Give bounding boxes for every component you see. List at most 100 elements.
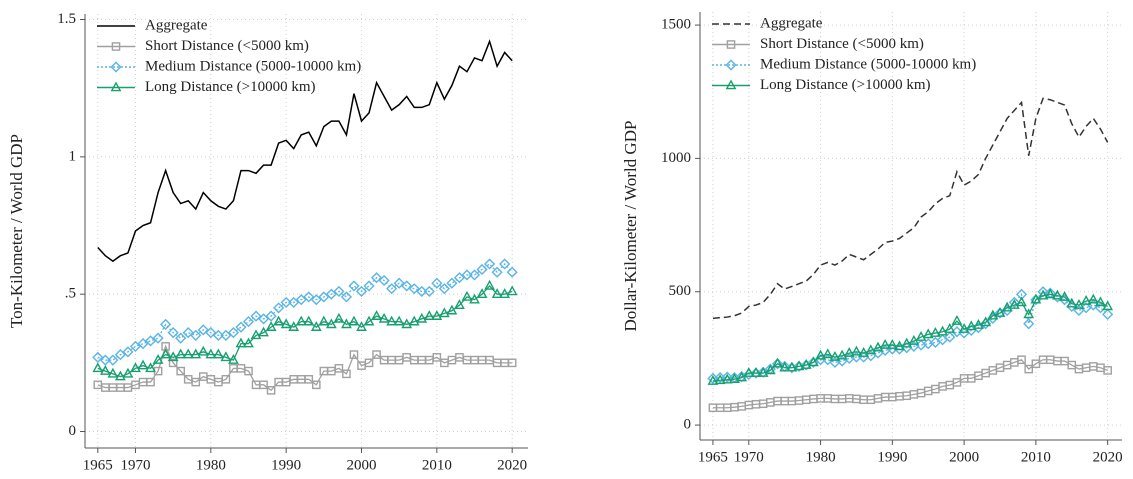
point xyxy=(980,316,992,327)
point xyxy=(197,345,209,356)
point xyxy=(468,269,481,281)
legend-marker xyxy=(110,81,122,92)
y-axis-label: Dollar-Kilometer / World GDP xyxy=(621,121,640,332)
x-tick-label: 1990 xyxy=(877,449,907,465)
point xyxy=(386,283,398,295)
x-tick-label: 2020 xyxy=(1093,449,1123,465)
point xyxy=(221,375,231,384)
point xyxy=(499,288,511,298)
point xyxy=(258,326,269,337)
series-line xyxy=(97,344,513,392)
point xyxy=(107,367,119,378)
point xyxy=(506,285,518,296)
point xyxy=(836,349,848,360)
point xyxy=(334,364,344,373)
point xyxy=(152,354,164,364)
point xyxy=(771,358,784,370)
x-tick-label: 1980 xyxy=(196,457,226,473)
point xyxy=(879,339,891,349)
point xyxy=(944,323,956,333)
x-tick-label: 1990 xyxy=(271,457,301,473)
point xyxy=(764,364,776,375)
y-tick-label: .5 xyxy=(65,286,76,302)
point xyxy=(951,326,963,338)
point xyxy=(175,332,187,344)
point xyxy=(99,365,111,375)
x-tick-label: 1980 xyxy=(806,449,836,465)
point xyxy=(243,337,254,348)
point xyxy=(205,348,217,359)
point xyxy=(772,357,783,368)
point xyxy=(99,354,111,366)
point xyxy=(721,373,733,384)
point xyxy=(1102,308,1114,320)
point xyxy=(786,361,798,372)
point xyxy=(168,358,178,368)
point xyxy=(750,367,762,377)
point xyxy=(432,353,442,362)
point xyxy=(886,339,898,349)
point xyxy=(507,358,517,368)
legend-label: Aggregate xyxy=(760,15,823,31)
point xyxy=(930,327,941,337)
point xyxy=(115,370,126,381)
point xyxy=(1008,299,1020,309)
point xyxy=(808,356,819,367)
legend-marker xyxy=(726,40,736,49)
point xyxy=(92,351,104,363)
legend-marker xyxy=(725,59,737,71)
point xyxy=(235,337,247,348)
point xyxy=(1023,308,1035,319)
point xyxy=(266,386,276,395)
point xyxy=(729,373,740,383)
point xyxy=(340,291,353,303)
point xyxy=(348,280,360,292)
legend-label: Long Distance (>10000 km) xyxy=(145,79,316,95)
point xyxy=(829,351,841,361)
y-tick-label: 1500 xyxy=(661,17,691,33)
point xyxy=(303,315,315,326)
point xyxy=(1023,318,1035,330)
point xyxy=(325,318,337,329)
point xyxy=(259,380,268,390)
point xyxy=(348,315,360,326)
point xyxy=(453,272,466,284)
point xyxy=(280,296,292,309)
x-tick-label: 2010 xyxy=(422,457,452,473)
point xyxy=(160,318,172,330)
point xyxy=(310,321,322,331)
point xyxy=(129,340,142,352)
point xyxy=(303,291,315,303)
point xyxy=(167,351,179,362)
x-tick-label: 1965 xyxy=(83,457,113,473)
point xyxy=(378,274,390,287)
y-tick-label: 0 xyxy=(684,417,692,433)
point xyxy=(822,348,834,359)
point xyxy=(469,293,480,304)
point xyxy=(386,315,398,326)
legend-marker xyxy=(110,61,122,73)
legend-marker xyxy=(111,42,121,51)
point xyxy=(228,354,239,364)
point xyxy=(114,349,126,361)
point xyxy=(244,366,253,376)
point xyxy=(446,304,458,315)
point xyxy=(800,359,812,369)
point xyxy=(1008,296,1020,308)
point xyxy=(122,346,134,358)
point xyxy=(491,288,503,298)
point xyxy=(342,369,351,379)
point xyxy=(257,313,270,325)
point xyxy=(325,288,337,300)
point xyxy=(295,315,307,326)
point xyxy=(506,266,518,278)
point xyxy=(167,327,179,339)
point xyxy=(393,277,405,289)
point xyxy=(721,371,733,383)
legend-label: Aggregate xyxy=(145,17,208,33)
y-axis-label: Ton-Kilometer / World GDP xyxy=(7,134,26,328)
point xyxy=(356,321,367,331)
point xyxy=(273,302,285,314)
y-tick-label: 500 xyxy=(669,283,692,299)
point xyxy=(190,329,202,341)
